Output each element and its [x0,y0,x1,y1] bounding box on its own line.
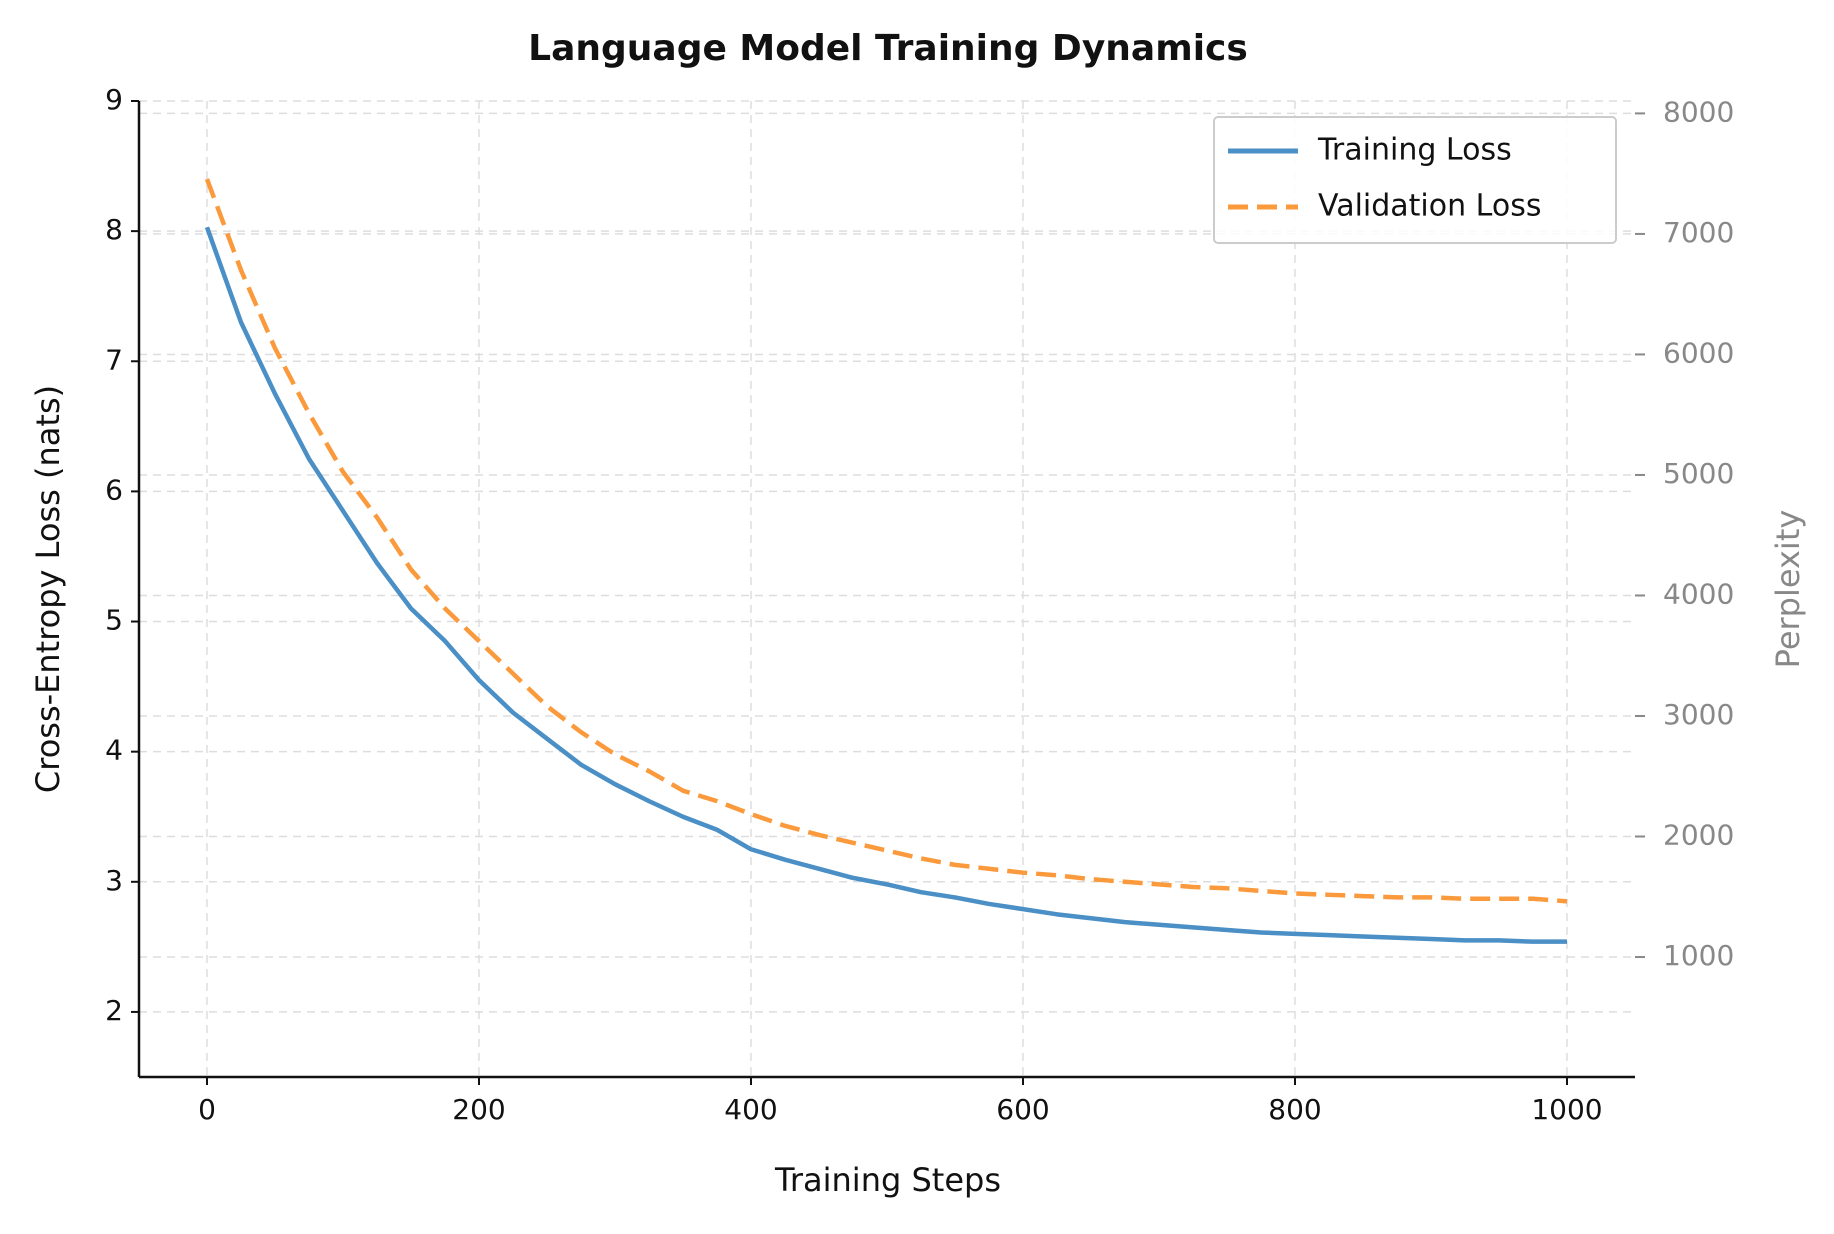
y-tick-label: 3 [105,864,123,897]
y2-tick-label: 8000 [1663,95,1734,128]
line-series [204,178,1568,904]
y2-tick-label: 3000 [1663,698,1734,731]
y-tick-label: 8 [105,213,123,246]
y-tick-label: 7 [105,343,123,376]
y-tick-label: 5 [105,604,123,637]
y2-tick-label: 4000 [1663,577,1734,610]
y-axis-label: Cross-Entropy Loss (nats) [29,385,67,793]
x-tick-label: 200 [452,1093,505,1126]
x-axis-label: Training Steps [774,1161,1001,1199]
legend: Training Loss Validation Loss [1213,116,1617,244]
y2-tick-label: 2000 [1663,819,1734,852]
x-tick-label: 600 [996,1093,1049,1126]
chart-title: Language Model Training Dynamics [528,28,1248,69]
legend-label: Training Loss [1317,133,1512,168]
legend-box [1213,116,1617,244]
x-tick-label: 0 [198,1093,216,1126]
y-tick-label: 6 [105,473,123,506]
x-tick-label: 800 [1268,1093,1321,1126]
y2-tick-label: 6000 [1663,336,1734,369]
x-tick-label: 1000 [1531,1093,1602,1126]
line-series [204,226,1567,944]
y-tick-label: 2 [105,994,123,1027]
legend-label: Validation Loss [1318,189,1541,224]
y2-tick-label: 5000 [1663,457,1734,490]
y2-tick-label: 7000 [1663,216,1734,249]
y2-tick-label: 1000 [1663,939,1734,972]
y-tick-label: 9 [105,83,123,116]
y2-axis-label: Perplexity [1769,510,1807,669]
x-tick-label: 400 [724,1093,777,1126]
y-tick-label: 4 [105,734,123,767]
